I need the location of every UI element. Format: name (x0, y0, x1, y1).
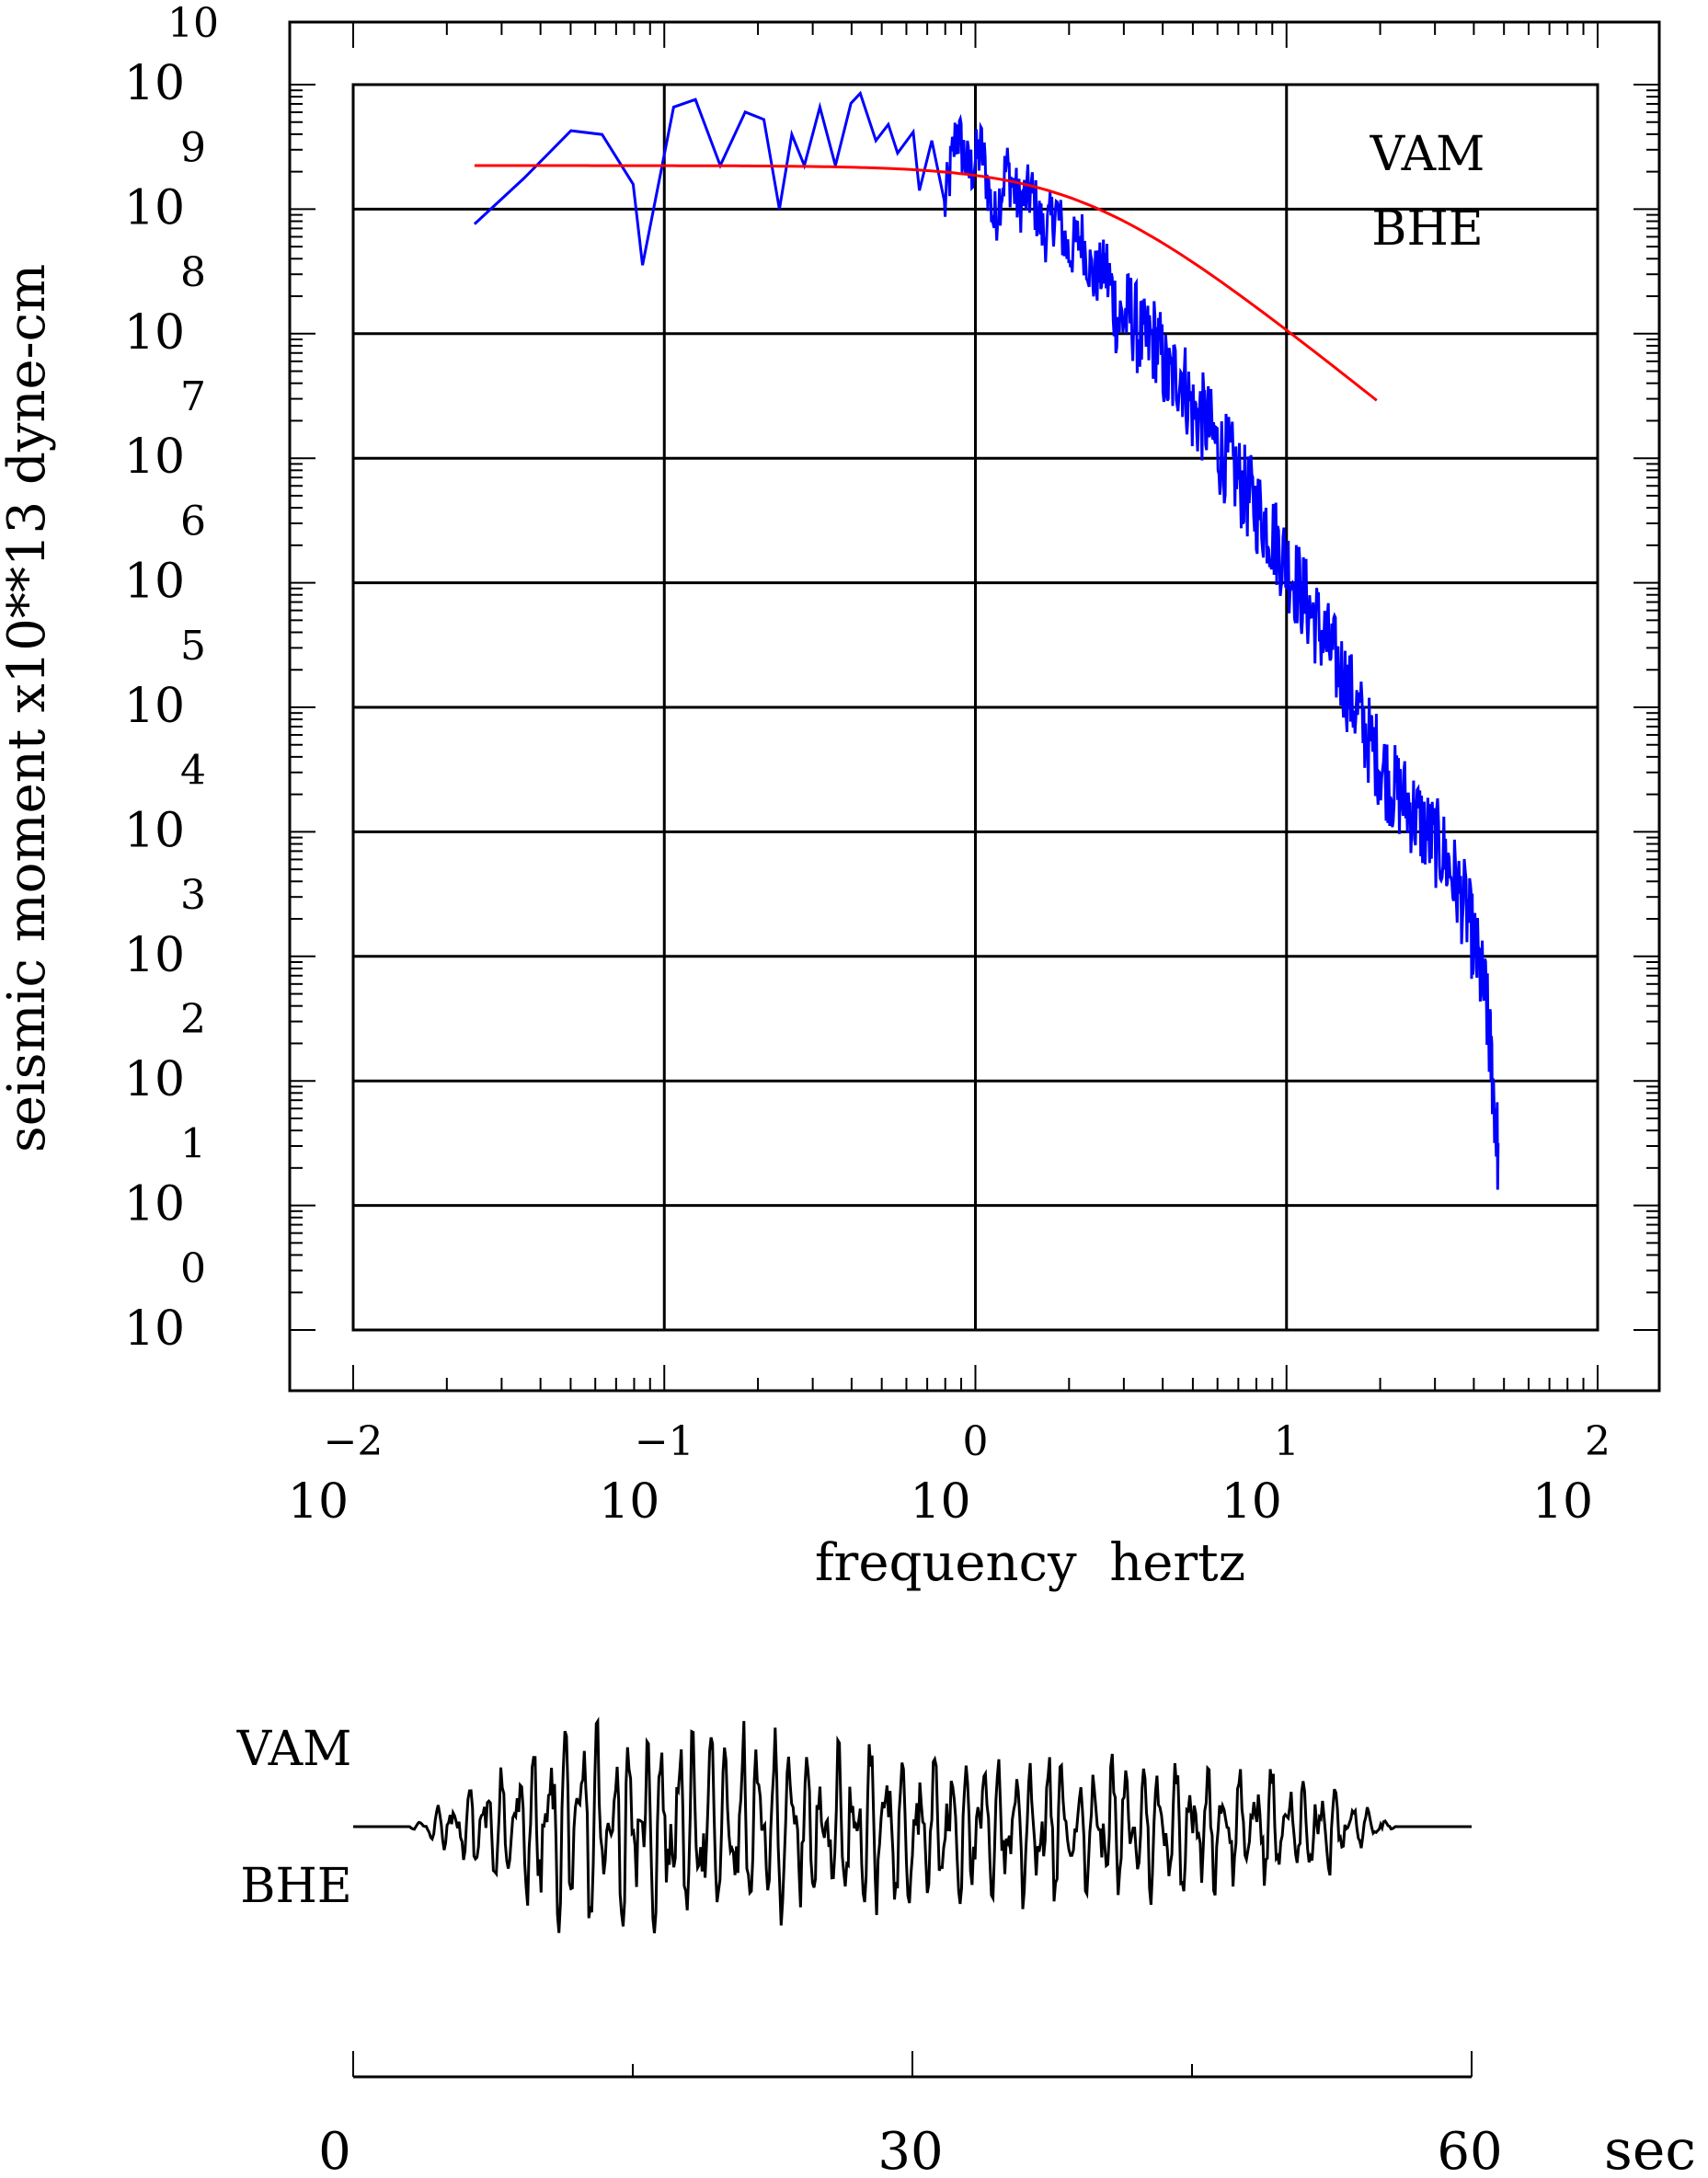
y-tick-label-base: 10 (124, 679, 185, 734)
x-tick-label-base: 10 (910, 1474, 970, 1530)
y-axis-label: seismic moment x10**13 dyne-cm (0, 264, 57, 1152)
x-axis-label: frequency hertz (815, 1533, 1245, 1593)
y-tick-label-base: 10 (124, 56, 185, 111)
y-tick-label-base: 10 (124, 180, 185, 235)
x-tick-label-base: 10 (288, 1474, 349, 1530)
y-tick-label-exponent: 0 (180, 1245, 206, 1292)
spectrum-observed-line (473, 90, 1500, 1190)
y-tick-label-exponent: 9 (180, 124, 206, 171)
seismogram-station: VAM (236, 1722, 352, 1777)
y-tick-label-exponent: 8 (180, 249, 206, 296)
waveform-line (353, 1716, 1472, 1934)
seismogram-component: BHE (240, 1859, 352, 1914)
x-tick-label-base: 10 (1221, 1474, 1282, 1530)
y-tick-label-exponent: 5 (180, 623, 206, 670)
y-tick-label-base: 10 (124, 1301, 185, 1357)
y-tick-label-base: 10 (124, 430, 185, 485)
y-tick-label-base: 10 (124, 1177, 185, 1232)
x-tick-label-base: 10 (599, 1474, 659, 1530)
time-tick-label: 60 (1437, 2122, 1502, 2178)
legend-component: BHE (1371, 201, 1484, 257)
waveform-series (353, 1716, 1472, 1934)
y-tick-label-exponent: 4 (180, 747, 206, 794)
x-tick-label-exponent: 2 (1585, 1418, 1611, 1465)
x-tick-labels: −2 10 −1 10 0 10 1 10 2 10 (288, 1418, 1611, 1530)
seismogram-plot: VAM BHE 0 30 60 sec (236, 1716, 1696, 2178)
x-tick-label-exponent: −2 (324, 1418, 384, 1465)
grid-lines (353, 85, 1598, 1330)
y-tick-label-exponent: 2 (180, 996, 206, 1043)
y-tick-label-base: 10 (124, 305, 185, 361)
time-axis-unit: sec (1604, 2118, 1696, 2178)
spectrum-model-line (474, 164, 1378, 402)
legend-station: VAM (1370, 127, 1485, 182)
time-tick-label: 30 (877, 2122, 943, 2178)
y-tick-label-base: 10 (124, 803, 185, 858)
y-tick-labels: 10 0 10 1 10 2 10 3 10 4 10 5 10 6 10 7 10 8 10 9 10 10 (124, 0, 219, 1357)
x-tick-label-exponent: 0 (963, 1418, 989, 1465)
y-tick-label-base: 10 (124, 1052, 185, 1107)
x-tick-label-base: 10 (1532, 1474, 1593, 1530)
y-tick-label-exponent: 10 (167, 0, 219, 47)
minor-ticks (290, 22, 1659, 1391)
y-tick-label-exponent: 7 (180, 373, 206, 420)
x-tick-label-exponent: −1 (635, 1418, 694, 1465)
x-tick-label-exponent: 1 (1274, 1418, 1300, 1465)
y-tick-label-exponent: 3 (180, 872, 206, 919)
y-tick-label-base: 10 (124, 928, 185, 983)
spectrum-series (473, 90, 1500, 1190)
y-tick-label-exponent: 1 (180, 1121, 206, 1168)
time-axis: 0 30 60 (318, 2051, 1503, 2178)
y-tick-label-exponent: 6 (180, 499, 206, 545)
y-tick-label-base: 10 (124, 555, 185, 610)
time-tick-label: 0 (318, 2122, 351, 2178)
